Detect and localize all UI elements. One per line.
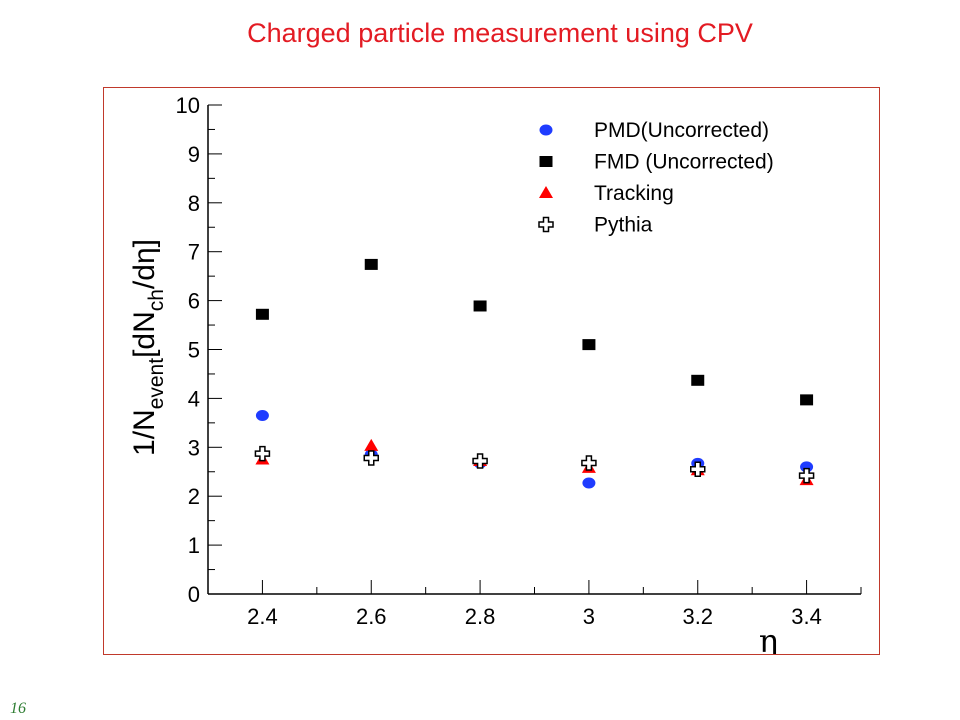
point-open-cross bbox=[581, 455, 597, 471]
page-number: 16 bbox=[10, 700, 26, 717]
legend-marker-circle bbox=[539, 124, 553, 136]
x-tick-label: 2.4 bbox=[247, 604, 278, 629]
legend: PMD(Uncorrected) FMD (Uncorrected) Trackin… bbox=[538, 119, 774, 237]
point-square bbox=[800, 394, 814, 406]
chart-frame: 0 1 2 3 4 5 6 7 8 9 10 2.4 2.6 2.8 3 3.2 3.4 η 1/Nevent[dN… bbox=[103, 87, 880, 655]
y-axis-label: 1/Nevent[dNch/dη] bbox=[128, 239, 168, 456]
y-tick-label: 4 bbox=[188, 386, 200, 411]
point-open-cross bbox=[254, 445, 271, 462]
point-square bbox=[473, 300, 487, 312]
point-square bbox=[691, 374, 705, 386]
y-tick-label: 1 bbox=[188, 533, 200, 558]
y-tick-label: 9 bbox=[188, 142, 200, 167]
legend-marker-square bbox=[539, 156, 553, 167]
y-tick-label: 10 bbox=[176, 93, 200, 118]
y-tick-label: 2 bbox=[188, 484, 200, 509]
y-tick-label: 0 bbox=[188, 582, 200, 607]
legend-label: PMD(Uncorrected) bbox=[594, 119, 769, 142]
point-circle bbox=[582, 477, 596, 489]
y-tick-label: 7 bbox=[188, 240, 200, 265]
slide-title: Charged particle measurement using CPV bbox=[247, 18, 753, 48]
point-square bbox=[582, 339, 596, 351]
x-axis-label: η bbox=[759, 622, 778, 654]
point-open-cross bbox=[690, 461, 706, 478]
legend-label: FMD (Uncorrected) bbox=[594, 151, 774, 174]
legend-marker-triangle bbox=[539, 186, 553, 198]
x-tick-label: 2.6 bbox=[356, 604, 387, 629]
point-open-cross bbox=[363, 450, 379, 466]
x-tick-label: 2.8 bbox=[465, 604, 496, 629]
y-tick-label: 5 bbox=[188, 338, 200, 363]
point-square bbox=[364, 258, 378, 270]
x-tick-label: 3.2 bbox=[682, 604, 713, 629]
point-square bbox=[255, 308, 269, 320]
point-open-cross bbox=[798, 467, 815, 484]
legend-label: Pythia bbox=[594, 214, 653, 237]
y-tick-label: 6 bbox=[188, 289, 200, 314]
point-triangle bbox=[364, 438, 379, 451]
legend-marker-open-cross bbox=[538, 216, 554, 233]
y-tick-label: 3 bbox=[188, 435, 200, 460]
point-open-cross bbox=[472, 453, 488, 469]
legend-label: Tracking bbox=[594, 182, 674, 205]
y-tick-label: 8 bbox=[188, 191, 200, 216]
data-marks bbox=[254, 258, 815, 489]
point-circle bbox=[255, 410, 269, 422]
axes: 0 1 2 3 4 5 6 7 8 9 10 2.4 2.6 2.8 3 3.2 3.4 η 1/Nevent[dN… bbox=[128, 93, 862, 654]
x-tick-label: 3 bbox=[583, 604, 595, 629]
x-tick-label: 3.4 bbox=[791, 604, 822, 629]
chart: 0 1 2 3 4 5 6 7 8 9 10 2.4 2.6 2.8 3 3.2 3.4 η 1/Nevent[dN… bbox=[128, 93, 862, 654]
